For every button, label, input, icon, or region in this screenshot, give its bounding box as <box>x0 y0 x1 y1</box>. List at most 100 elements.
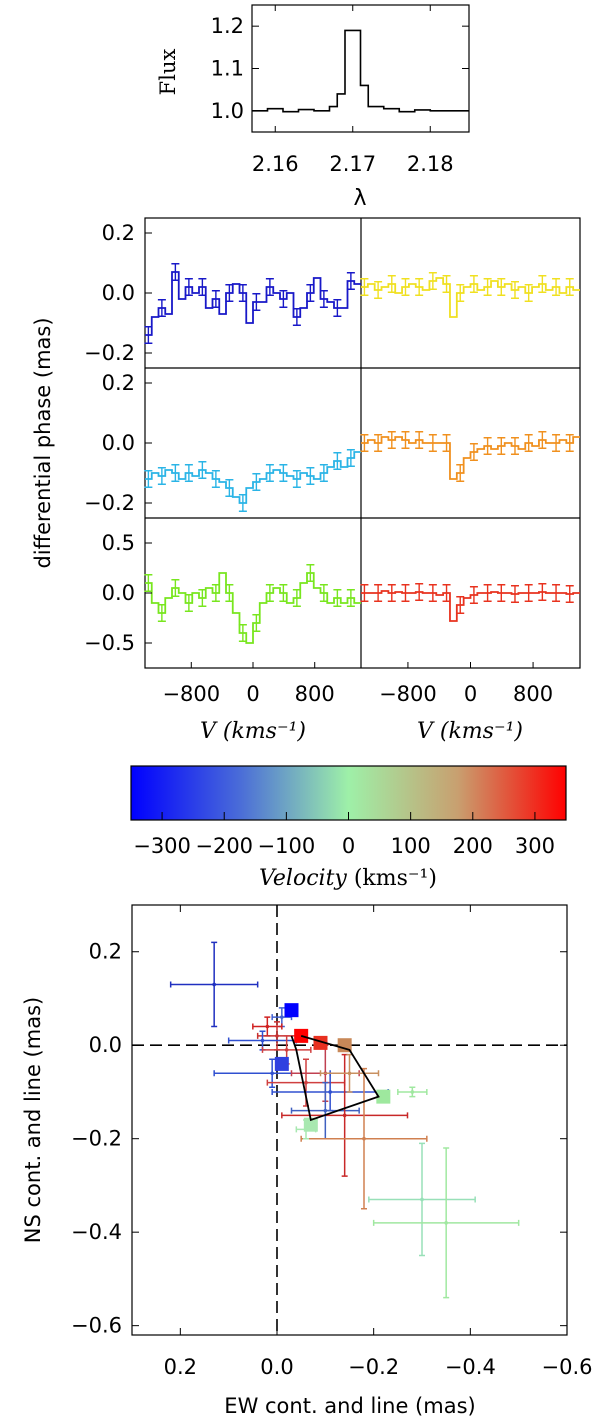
phase-errorbar <box>306 467 315 485</box>
error-point-center <box>260 1038 265 1043</box>
phase-errorbar <box>346 272 355 290</box>
phase-errorbar <box>428 434 437 452</box>
phase-errorbar <box>292 470 301 488</box>
phase-errorbar <box>565 434 574 452</box>
phase-errorbar <box>225 584 234 602</box>
phase-xtick-label: 800 <box>513 682 553 706</box>
phase-errorbar <box>442 434 451 452</box>
flux-ytick-label: 1.2 <box>211 14 244 38</box>
phase-errorbar <box>144 326 153 344</box>
phase-errorbar <box>319 464 328 482</box>
astrometry-xlabel: EW cont. and line (mas) <box>224 1394 475 1418</box>
colorbar-tick-label: −300 <box>133 834 191 858</box>
error-point-center <box>362 1136 366 1141</box>
error-point-center <box>304 1080 308 1085</box>
astro-xtick-label: −0.6 <box>542 1355 593 1379</box>
flux-ylabel: Flux <box>156 49 180 96</box>
phase-errorbar <box>469 586 478 604</box>
phase-chart: 0.2 0.0 −0.2 0.2 0.0 −0.2 0.5 0.0 −0.5 −800 0 800 −8… <box>31 217 581 744</box>
velocity-square <box>313 1035 328 1050</box>
astro-ytick-label: −0.4 <box>71 1220 122 1244</box>
phase-series-line <box>145 572 361 644</box>
phase-errorbar <box>387 431 396 449</box>
phase-ytick-label: 0.0 <box>102 581 135 605</box>
phase-errorbar <box>538 583 547 601</box>
phase-errorbar <box>387 584 396 602</box>
phase-errorbar <box>306 564 315 582</box>
phase-errorbar <box>565 278 574 296</box>
phase-errorbar <box>333 299 342 317</box>
phase-series-line <box>145 451 361 504</box>
colorbar-label-main: Velocity <box>259 866 347 891</box>
velocity-square <box>284 1003 299 1018</box>
phase-errorbar <box>279 584 288 602</box>
phase-errorbar <box>401 278 410 296</box>
phase-errorbar <box>538 431 547 449</box>
error-point-center <box>420 1197 424 1202</box>
phase-errorbar <box>428 272 437 290</box>
astro-xtick-label: 0.0 <box>260 1355 293 1379</box>
phase-xtick-label: −800 <box>162 682 220 706</box>
phase-errorbar <box>456 464 465 482</box>
phase-errorbar <box>157 604 166 622</box>
error-point-center <box>328 1090 332 1094</box>
error-point-center <box>284 1048 289 1052</box>
phase-errorbar <box>387 275 396 293</box>
colorbar-label: Velocity (kms⁻¹) <box>259 866 437 891</box>
phase-errorbar <box>360 584 369 602</box>
flux-chart: 2.16 2.17 2.18 1.0 1.1 1.2 Flux λ <box>156 4 470 211</box>
error-point-center <box>265 1024 270 1029</box>
colorbar-tick-label: −200 <box>195 834 253 858</box>
phase-errorbar <box>211 470 220 488</box>
phase-errorbar <box>238 284 247 302</box>
error-point-center <box>323 1108 328 1113</box>
phase-errorbar <box>184 464 193 482</box>
flux-ytick-label: 1.0 <box>211 99 244 123</box>
phase-ytick-label: −0.2 <box>84 491 135 515</box>
colorbar-tick-label: 100 <box>391 834 431 858</box>
error-point-center <box>270 1071 274 1076</box>
phase-errorbar <box>225 479 234 497</box>
phase-errorbar <box>333 589 342 607</box>
phase-errorbar <box>374 281 383 299</box>
error-point-center <box>410 1090 415 1094</box>
phase-errorbar <box>552 584 561 602</box>
astro-ytick-label: −0.6 <box>71 1314 122 1338</box>
phase-errorbar <box>401 584 410 602</box>
astrometry-ylabel: NS cont. and line (mas) <box>21 997 45 1243</box>
phase-errorbar <box>524 434 533 452</box>
colorbar-tick-label: 200 <box>453 834 493 858</box>
phase-errorbar <box>510 437 519 455</box>
phase-ylabel: differential phase (mas) <box>31 317 55 568</box>
phase-errorbar <box>184 278 193 296</box>
phase-errorbar <box>265 278 274 296</box>
phase-errorbar <box>184 594 193 612</box>
phase-errorbar <box>469 275 478 293</box>
phase-ytick-label: 0.0 <box>102 281 135 305</box>
phase-errorbar <box>524 284 533 302</box>
phase-errorbar <box>211 584 220 602</box>
flux-xlabel: λ <box>353 186 366 211</box>
phase-errorbar <box>510 585 519 603</box>
phase-errorbar <box>497 584 506 602</box>
phase-ytick-label: 0.5 <box>102 531 135 555</box>
phase-errorbar <box>306 284 315 302</box>
phase-errorbar <box>198 589 207 607</box>
phase-series-line <box>361 590 580 622</box>
phase-errorbar <box>415 583 424 601</box>
colorbar-tick-label: −100 <box>258 834 316 858</box>
phase-errorbar <box>415 431 424 449</box>
phase-ytick-label: 0.2 <box>102 221 135 245</box>
phase-errorbar <box>252 473 261 491</box>
phase-errorbar <box>456 596 465 614</box>
phase-errorbar <box>171 263 180 281</box>
flux-xtick-label: 2.16 <box>252 152 299 176</box>
error-point-center <box>444 1221 448 1225</box>
phase-series-line <box>361 277 580 318</box>
phase-errorbar <box>171 579 180 597</box>
phase-errorbar <box>319 290 328 308</box>
phase-errorbar <box>374 584 383 602</box>
phase-errorbar <box>483 278 492 296</box>
phase-errorbar <box>360 434 369 452</box>
phase-errorbar <box>292 308 301 326</box>
